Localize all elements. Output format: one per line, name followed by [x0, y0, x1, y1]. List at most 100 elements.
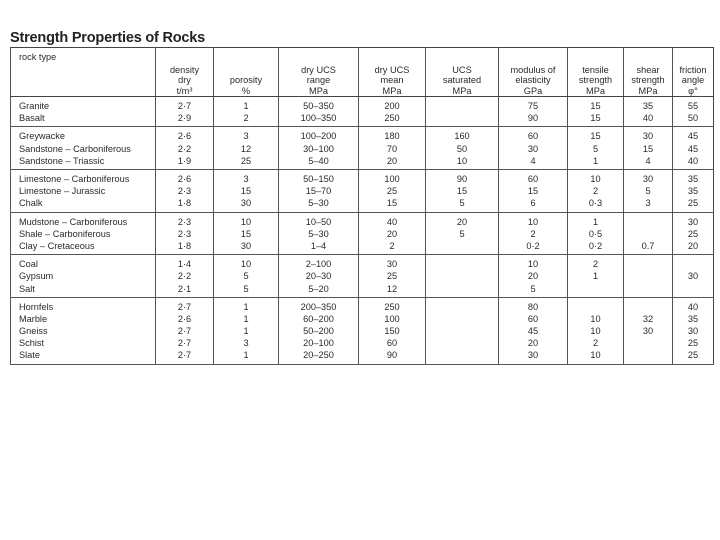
table-row: Slate 2·7 1 20–250 90 30 10 25	[10, 349, 714, 365]
cell-ucs-range: 50–200	[278, 325, 359, 338]
cell-porosity: 5	[213, 270, 279, 283]
table-row: Chalk 1·8 30 5–30 15 5 6 0·3 3 25	[10, 197, 714, 213]
cell-ucs-mean: 70	[358, 142, 426, 155]
header-line: t/m³	[176, 85, 193, 96]
cell-porosity: 15	[213, 227, 279, 240]
cell-rock-type: Granite	[10, 96, 156, 113]
table-row: Limestone – Carboniferous 2·6 3 50–150 100 90…	[10, 169, 714, 186]
cell-friction-angle: 20	[672, 239, 714, 256]
cell-ucs-mean: 25	[358, 185, 426, 198]
header-line: angle	[681, 75, 705, 85]
header-line: saturated	[442, 75, 482, 85]
cell-ucs-mean: 200	[358, 96, 426, 113]
header-line: density	[169, 64, 200, 75]
cell-shear-strength: 30	[623, 126, 673, 143]
column-header-modulus: modulus of elasticity GPa	[498, 47, 568, 97]
cell-ucs-range: 5–30	[278, 197, 359, 213]
cell-ucs-mean: 100	[358, 169, 426, 186]
cell-modulus: 45	[498, 325, 568, 338]
table-row: Marble 2·6 1 60–200 100 60 10 32 35	[10, 312, 714, 325]
cell-modulus: 60	[498, 126, 568, 143]
cell-ucs-mean: 2	[358, 239, 426, 256]
cell-tensile-strength: 0·5	[567, 227, 624, 240]
header-line: strength	[631, 75, 665, 85]
cell-ucs-saturated: 5	[425, 227, 499, 240]
cell-ucs-range: 60–200	[278, 312, 359, 325]
cell-friction-angle: 40	[672, 297, 714, 313]
cell-shear-strength: 3	[623, 197, 673, 213]
cell-modulus: 6	[498, 197, 568, 213]
cell-ucs-saturated	[425, 312, 499, 325]
cell-modulus: 0·2	[498, 239, 568, 256]
cell-ucs-range: 200–350	[278, 297, 359, 313]
table-row: Sandstone – Triassic 1·9 25 5–40 20 10 4 1 4 40	[10, 154, 714, 170]
cell-rock-type: Clay – Cretaceous	[10, 239, 156, 256]
cell-ucs-range: 20–250	[278, 349, 359, 365]
cell-tensile-strength: 15	[567, 112, 624, 128]
cell-shear-strength: 30	[623, 169, 673, 186]
cell-friction-angle: 35	[672, 312, 714, 325]
cell-rock-type: Marble	[10, 312, 156, 325]
cell-shear-strength	[623, 270, 673, 283]
cell-friction-angle: 25	[672, 197, 714, 213]
cell-friction-angle	[672, 254, 714, 271]
cell-tensile-strength: 10	[567, 312, 624, 325]
header-line: dry	[178, 75, 191, 85]
cell-density: 2·7	[155, 96, 214, 113]
cell-modulus: 15	[498, 185, 568, 198]
cell-density: 1·4	[155, 254, 214, 271]
cell-tensile-strength: 1	[567, 212, 624, 228]
cell-shear-strength	[623, 349, 673, 365]
header-line: MPa	[452, 85, 472, 96]
cell-ucs-saturated	[425, 112, 499, 128]
cell-density: 2·7	[155, 297, 214, 313]
header-line: MPa	[638, 85, 658, 96]
cell-friction-angle: 35	[672, 185, 714, 198]
cell-ucs-saturated: 160	[425, 126, 499, 143]
cell-density: 2·3	[155, 212, 214, 228]
table-row: Basalt 2·9 2 100–350 250 90 15 40 50	[10, 112, 714, 128]
cell-ucs-range: 15–70	[278, 185, 359, 198]
cell-modulus: 75	[498, 96, 568, 113]
cell-rock-type: Gypsum	[10, 270, 156, 283]
cell-porosity: 12	[213, 142, 279, 155]
header-line: elasticity	[515, 75, 551, 85]
header-row: rock type density dry t/m³ porosity% dry UCS r…	[10, 47, 714, 97]
cell-ucs-saturated	[425, 239, 499, 256]
cell-modulus: 80	[498, 297, 568, 313]
cell-ucs-range: 50–350	[278, 96, 359, 113]
header-line: MPa	[382, 85, 402, 96]
cell-porosity: 15	[213, 185, 279, 198]
cell-ucs-saturated	[425, 337, 499, 350]
cell-ucs-mean: 30	[358, 254, 426, 271]
header-line: UCS	[452, 64, 472, 75]
cell-ucs-saturated	[425, 297, 499, 313]
cell-ucs-saturated: 10	[425, 154, 499, 170]
cell-friction-angle: 50	[672, 112, 714, 128]
cell-ucs-range: 1–4	[278, 239, 359, 256]
cell-tensile-strength: 10	[567, 169, 624, 186]
table-row: Granite 2·7 1 50–350 200 75 15 35 55	[10, 96, 714, 113]
cell-density: 2·9	[155, 112, 214, 128]
cell-density: 2·2	[155, 270, 214, 283]
cell-friction-angle: 30	[672, 212, 714, 228]
column-header-density: density dry t/m³	[155, 47, 214, 97]
column-header-ucs-mean: dry UCS mean MPa	[358, 47, 426, 97]
cell-friction-angle: 45	[672, 126, 714, 143]
cell-ucs-mean: 90	[358, 349, 426, 365]
table-row: Limestone – Jurassic 2·3 15 15–70 25 15 15 2 5 35	[10, 185, 714, 198]
cell-modulus: 30	[498, 349, 568, 365]
header-line: rock type	[19, 52, 57, 62]
cell-density: 1·8	[155, 197, 214, 213]
header-line: porosity	[229, 75, 263, 85]
cell-ucs-mean: 20	[358, 227, 426, 240]
cell-shear-strength	[623, 254, 673, 271]
cell-ucs-mean: 60	[358, 337, 426, 350]
cell-shear-strength	[623, 297, 673, 313]
cell-ucs-range: 30–100	[278, 142, 359, 155]
cell-ucs-mean: 250	[358, 297, 426, 313]
header-line: %	[241, 85, 251, 96]
cell-shear-strength	[623, 282, 673, 298]
cell-porosity: 1	[213, 96, 279, 113]
cell-porosity: 10	[213, 212, 279, 228]
